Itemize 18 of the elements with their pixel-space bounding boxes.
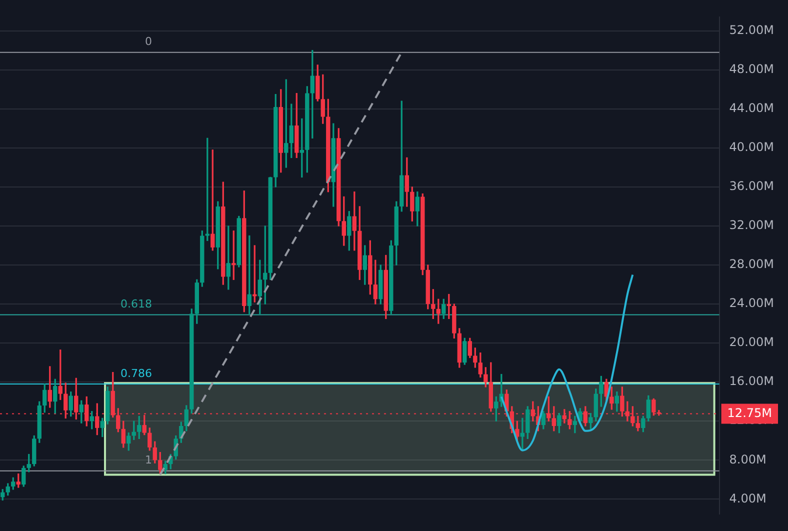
y-tick-label: 20.00M (729, 335, 774, 350)
y-tick-label: 44.00M (729, 101, 774, 116)
annotation: 0 (145, 35, 152, 48)
annotation: 1 (145, 454, 152, 467)
y-tick-label: 24.00M (729, 296, 774, 310)
y-tick-label: 16.00M (729, 374, 774, 388)
annotation: 0.786 (120, 366, 152, 380)
line-series (500, 274, 634, 452)
y-tick-label: 8.00M (729, 452, 766, 466)
y-tick-label: 4.00M (729, 491, 766, 506)
annotation: 0.618 (120, 298, 152, 311)
ref-line-label: 12.75M (727, 406, 772, 420)
y-tick-label: 28.00M (729, 257, 774, 272)
y-tick-label: 52.00M (729, 22, 774, 37)
y-tick-label: 32.00M (729, 218, 774, 232)
y-tick-label: 48.00M (729, 62, 774, 76)
y-tick-label: 36.00M (729, 179, 774, 194)
y-tick-label: 40.00M (729, 140, 774, 154)
